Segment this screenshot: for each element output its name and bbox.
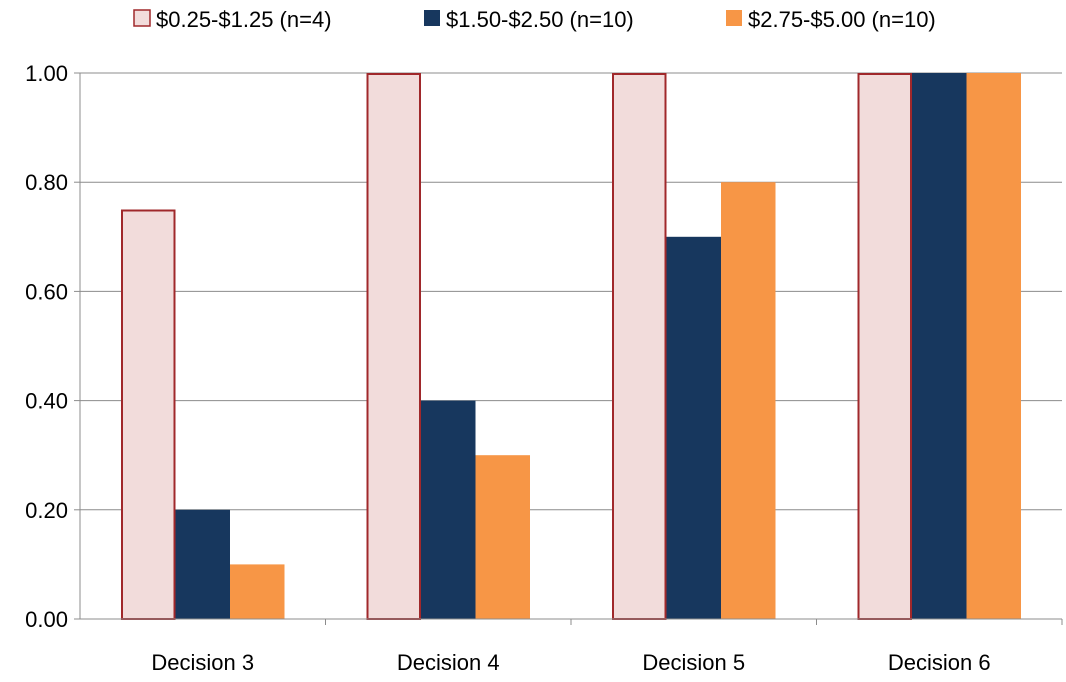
x-category-label: Decision 6: [888, 650, 991, 675]
legend-label: $1.50-$2.50 (n=10): [446, 7, 634, 32]
legend-label: $2.75-$5.00 (n=10): [748, 7, 936, 32]
y-tick-label: 0.40: [25, 389, 68, 414]
x-category-label: Decision 5: [642, 650, 745, 675]
legend-swatch: [133, 9, 151, 27]
bar: [721, 182, 776, 619]
y-tick-label: 0.20: [25, 498, 68, 523]
bar: [175, 509, 230, 619]
x-category-label: Decision 4: [397, 650, 500, 675]
bar: [857, 73, 912, 620]
bar: [475, 455, 530, 619]
y-tick-label: 0.80: [25, 170, 68, 195]
axes: 0.00 0.20 0.40 0.60 0.80 1.00 Decision 3 Decisi…: [25, 61, 1063, 675]
y-tick-label: 0.60: [25, 279, 68, 304]
bar: [366, 73, 421, 620]
y-tick-label: 0.00: [25, 607, 68, 632]
legend: $0.25-$1.25 (n=4) $1.50-$2.50 (n=10) $2.75…: [133, 7, 936, 32]
bar: [966, 73, 1021, 619]
bar: [421, 400, 476, 619]
bars: [121, 73, 1021, 620]
legend-label: $0.25-$1.25 (n=4): [156, 7, 332, 32]
bar: [666, 236, 721, 620]
legend-swatch: [424, 10, 440, 26]
bar: [121, 209, 176, 620]
bar: [230, 564, 285, 619]
y-tick-label: 1.00: [25, 61, 68, 86]
legend-swatch: [726, 10, 742, 26]
bar: [612, 73, 667, 620]
x-category-label: Decision 3: [151, 650, 254, 675]
bar: [912, 73, 967, 619]
